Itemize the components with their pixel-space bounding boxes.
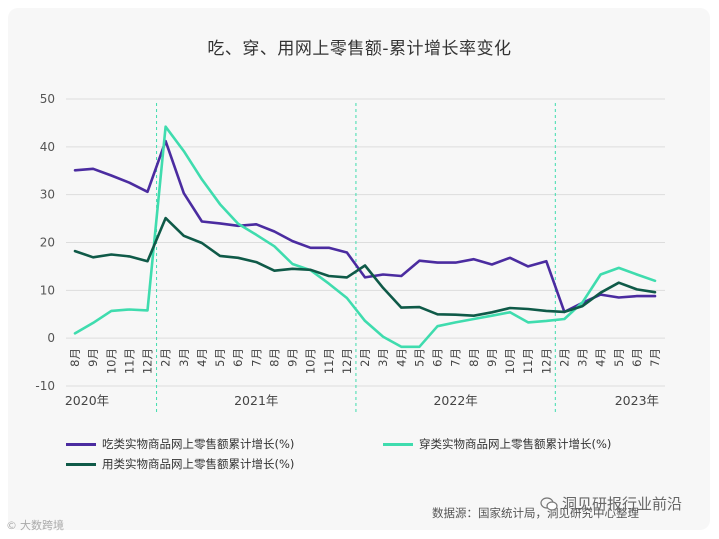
x-tick-label: 2月 [358,348,372,367]
year-label: 2022年 [433,393,477,408]
x-tick-label: 3月 [376,348,390,367]
x-tick-label: 5月 [612,348,626,367]
legend-goods-swatch [66,462,96,466]
legend-food-label: 吃类实物商品网上零售额累计增长(%) [102,437,295,451]
legend-clothing-label: 穿类实物商品网上零售额累计增长(%) [419,437,612,451]
legend-clothing: 穿类实物商品网上零售额累计增长(%) [383,436,611,452]
x-tick-label: 5月 [213,348,227,367]
x-tick-label: 12月 [539,348,553,374]
x-tick-label: 10月 [104,348,118,374]
watermark-right-text: 洞见研报行业前沿 [562,495,683,513]
watermark-left: © 大数跨境 [6,517,64,533]
y-tick-label: 20 [40,236,55,250]
x-tick-label: 2月 [159,348,173,367]
x-tick-label: 6月 [630,348,644,367]
x-tick-label: 6月 [431,348,445,367]
x-tick-label: 6月 [231,348,245,367]
wechat-icon [540,496,558,511]
x-tick-label: 8月 [68,348,82,367]
x-tick-label: 10月 [503,348,517,374]
x-tick-label: 9月 [485,348,499,367]
x-tick-label: 9月 [86,348,100,367]
x-tick-label: 8月 [267,348,281,367]
legend-food: 吃类实物商品网上零售额累计增长(%) [66,436,294,452]
x-tick-label: 4月 [195,348,209,367]
y-tick-label: 50 [40,92,55,106]
x-tick-label: 10月 [304,348,318,374]
x-tick-label: 11月 [521,348,535,374]
x-tick-label: 11月 [322,348,336,374]
series-line-0 [73,139,657,314]
x-tick-label: 4月 [594,348,608,367]
source-note: 数据源：国家统计局，洞见研究中心整理 [432,506,639,520]
y-tick-label: 40 [40,140,55,154]
y-tick-label: -10 [35,379,55,393]
legend-clothing-swatch [383,442,413,446]
x-tick-label: 12月 [340,348,354,374]
x-tick-label: 7月 [449,348,463,367]
year-label: 2023年 [615,393,659,408]
watermark-right: 洞见研报行业前沿 [540,493,682,514]
x-tick-label: 11月 [122,348,136,374]
x-tick-label: 9月 [286,348,300,367]
y-tick-label: 30 [40,188,55,202]
legend-food-swatch [66,442,96,446]
year-label: 2021年 [234,393,278,408]
chart-title: 吃、穿、用网上零售额-累计增长率变化 [207,39,512,59]
x-tick-label: 8月 [467,348,481,367]
legend-goods: 用类实物商品网上零售额累计增长(%) [66,456,294,472]
year-label: 2020年 [65,393,109,408]
x-tick-label: 4月 [394,348,408,367]
series-line-2 [73,216,657,317]
copyright-icon: © [6,518,17,532]
x-tick-label: 12月 [141,348,155,374]
legend-goods-label: 用类实物商品网上零售额累计增长(%) [102,457,295,471]
series-line-1 [73,125,657,349]
x-tick-label: 3月 [576,348,590,367]
y-tick-label: 10 [40,283,55,297]
x-tick-label: 3月 [177,348,191,367]
watermark-left-text: 大数跨境 [20,519,64,532]
x-tick-label: 2月 [557,348,571,367]
x-tick-label: 7月 [648,348,662,367]
x-tick-label: 5月 [412,348,426,367]
y-tick-label: 0 [47,331,55,345]
x-tick-label: 7月 [249,348,263,367]
